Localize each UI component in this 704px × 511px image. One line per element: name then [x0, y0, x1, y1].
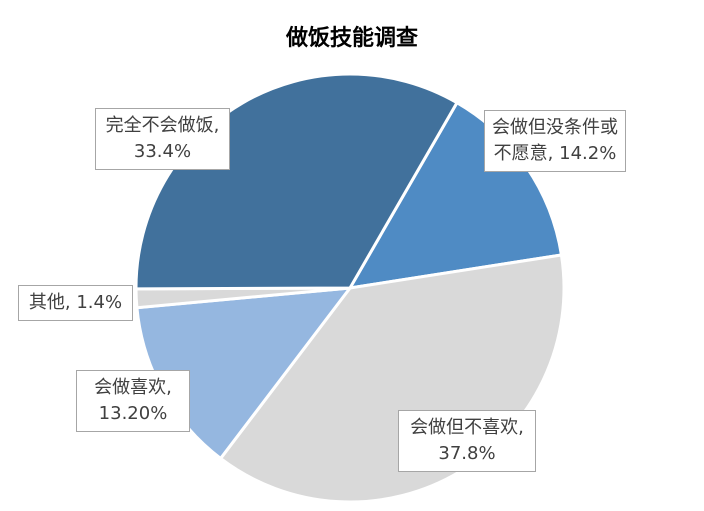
value-label: 33.4% [133, 141, 192, 162]
data-label: 会做喜欢 13.20% [76, 370, 190, 432]
category-name: 会做但不喜欢 [410, 417, 524, 438]
data-label: 会做但没条件或不愿意 14.2% [484, 110, 626, 172]
category-name: 其他 [29, 292, 76, 313]
data-label: 其他 1.4% [18, 285, 133, 321]
chart-title: 做饭技能调查 [285, 26, 418, 51]
data-label: 完全不会做饭 33.4% [95, 108, 230, 170]
data-label: 会做但不喜欢 37.8% [398, 410, 536, 472]
value-label: 14.2% [559, 143, 617, 164]
value-label: 13.20% [98, 403, 168, 424]
value-label: 37.8% [438, 443, 496, 464]
value-label: 1.4% [76, 292, 123, 313]
category-name: 会做喜欢 [94, 377, 172, 398]
category-name: 完全不会做饭 [106, 115, 220, 136]
